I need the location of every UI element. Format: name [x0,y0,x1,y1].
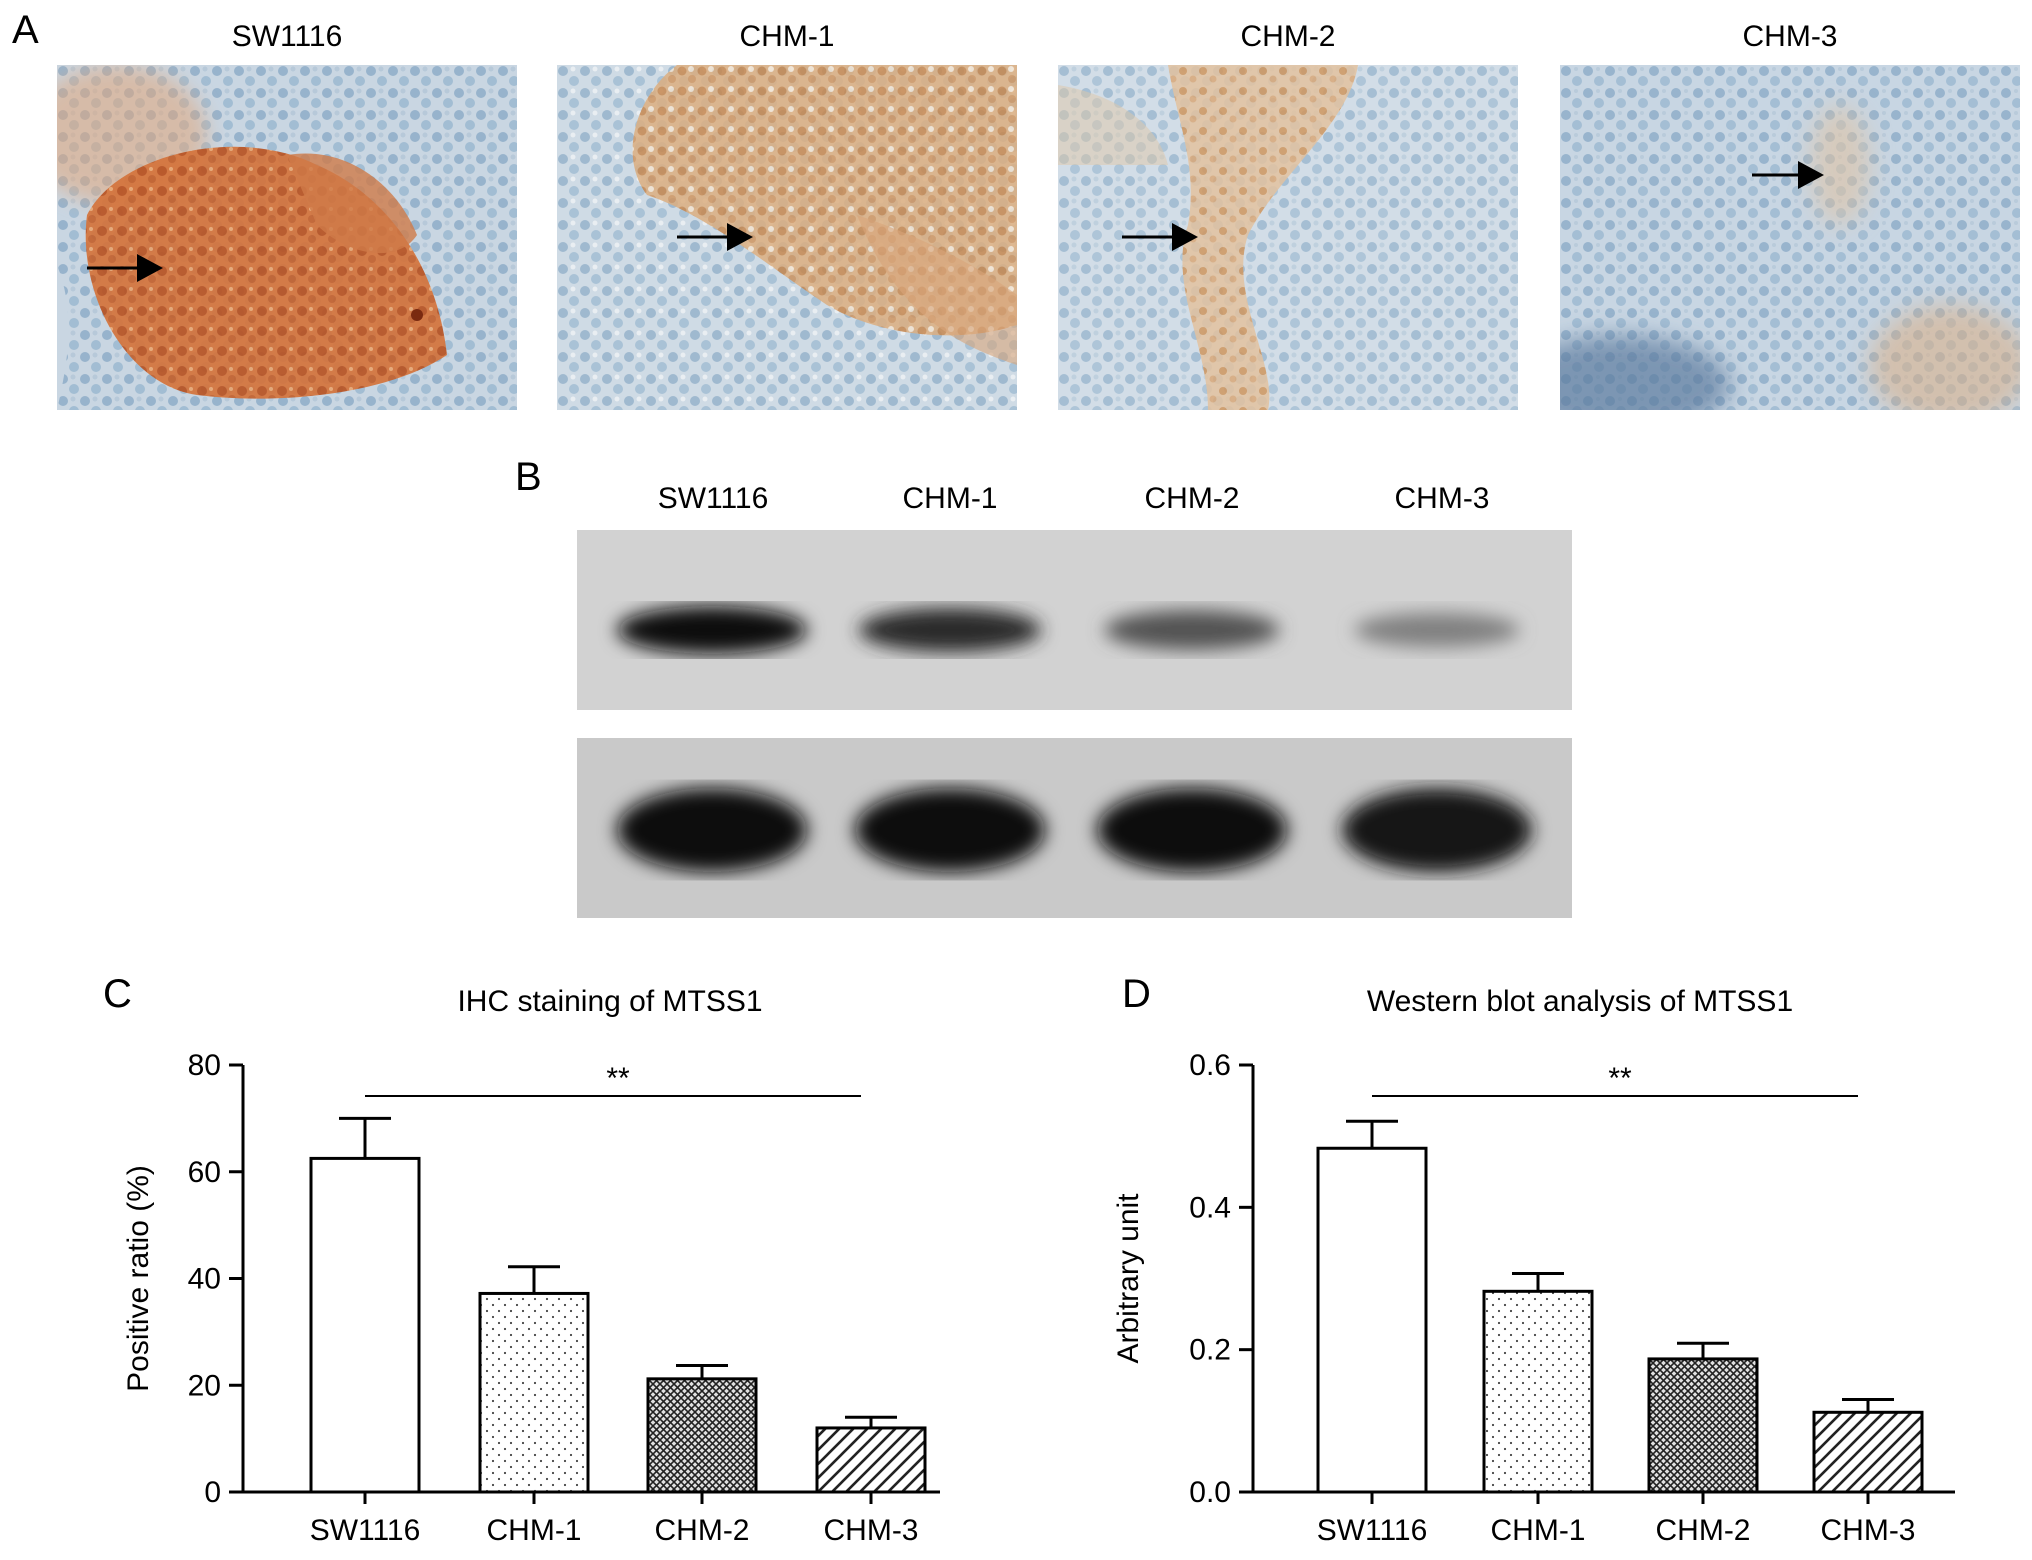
bar-chm-3 [1812,1410,1924,1494]
x-tick-label: CHM-1 [487,1514,582,1547]
wb-lane-label-chm2: CHM-2 [1144,482,1240,515]
x-tick-label: CHM-3 [824,1514,919,1547]
bar-chm-1 [1482,1289,1594,1494]
western-blot-mtss1 [577,530,1572,710]
wb-band-mtss1-3 [1354,612,1520,648]
y-tick-label: 0 [204,1476,221,1509]
x-tick-label: CHM-3 [1821,1514,1916,1547]
y-axis-label: Positive ratio (%) [122,1165,155,1392]
ihc-image-chm2 [1058,65,1518,410]
y-tick-label: 80 [188,1049,221,1082]
panel-d-letter: D [1122,972,1151,1016]
x-tick-label: CHM-2 [1656,1514,1751,1547]
y-tick-label: 40 [188,1263,221,1296]
bar-chm-2 [646,1377,758,1494]
ihc-image-chm1 [557,65,1017,410]
y-axis-label: Arbitrary unit [1112,1193,1145,1364]
y-tick-label: 0.2 [1189,1334,1231,1367]
wb-band-mtss1-0 [617,606,807,654]
x-tick-label: SW1116 [310,1514,421,1547]
y-tick-label: 0.4 [1189,1191,1231,1224]
wb-band-control-0 [617,788,807,872]
x-tick-label: SW1116 [1317,1514,1428,1547]
chart-d-title: Western blot analysis of MTSS1 [1366,985,1794,1018]
chart-c-ihc-staining: 0 20 40 60 80 Positive ratio (%) SW1116 CHM-1 CH… [122,1049,940,1547]
wb-lane-label-sw1116: SW1116 [657,482,769,515]
y-tick-label: 0.0 [1189,1476,1231,1509]
wb-band-mtss1-1 [858,607,1042,653]
wb-lane-label-chm3: CHM-3 [1394,482,1490,515]
ihc-label-sw1116: SW1116 [231,20,343,53]
wb-band-control-3 [1342,788,1532,872]
panel-a-letter: A [12,8,39,52]
chart-c-title: IHC staining of MTSS1 [457,985,763,1018]
y-tick-label: 60 [188,1156,221,1189]
wb-band-control-2 [1097,788,1287,872]
x-tick-label: CHM-2 [655,1514,750,1547]
wb-band-control-1 [855,788,1045,872]
ihc-image-sw1116 [57,65,517,410]
x-tick-label: CHM-1 [1491,1514,1586,1547]
panel-c-letter: C [103,972,132,1016]
chart-d-western-blot: 0.0 0.2 0.4 0.6 Arbitrary unit SW1116 CHM-1 CHM… [1112,1049,1955,1547]
ihc-label-chm2: CHM-2 [1240,20,1336,53]
y-tick-label: 20 [188,1369,221,1402]
significance-label: ** [606,1062,630,1095]
y-tick-label: 0.6 [1189,1049,1231,1082]
significance-label: ** [1608,1062,1632,1095]
wb-band-mtss1-2 [1104,610,1280,650]
wb-lane-label-chm1: CHM-1 [902,482,998,515]
ihc-image-chm3 [1560,65,2020,410]
ihc-label-chm3: CHM-3 [1742,20,1838,53]
panel-b-letter: B [515,455,542,499]
bar-sw1116 [1316,1146,1428,1494]
bar-chm-2 [1647,1357,1759,1494]
bar-sw1116 [309,1156,421,1494]
ihc-label-chm1: CHM-1 [739,20,835,53]
western-blot-loading-control [577,738,1572,918]
bar-chm-1 [478,1291,590,1494]
bar-chm-3 [815,1426,927,1494]
